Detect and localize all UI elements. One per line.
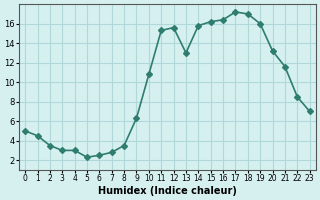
X-axis label: Humidex (Indice chaleur): Humidex (Indice chaleur) xyxy=(98,186,237,196)
